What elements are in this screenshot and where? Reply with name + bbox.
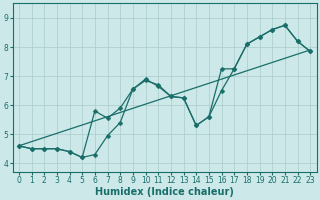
X-axis label: Humidex (Indice chaleur): Humidex (Indice chaleur): [95, 187, 234, 197]
